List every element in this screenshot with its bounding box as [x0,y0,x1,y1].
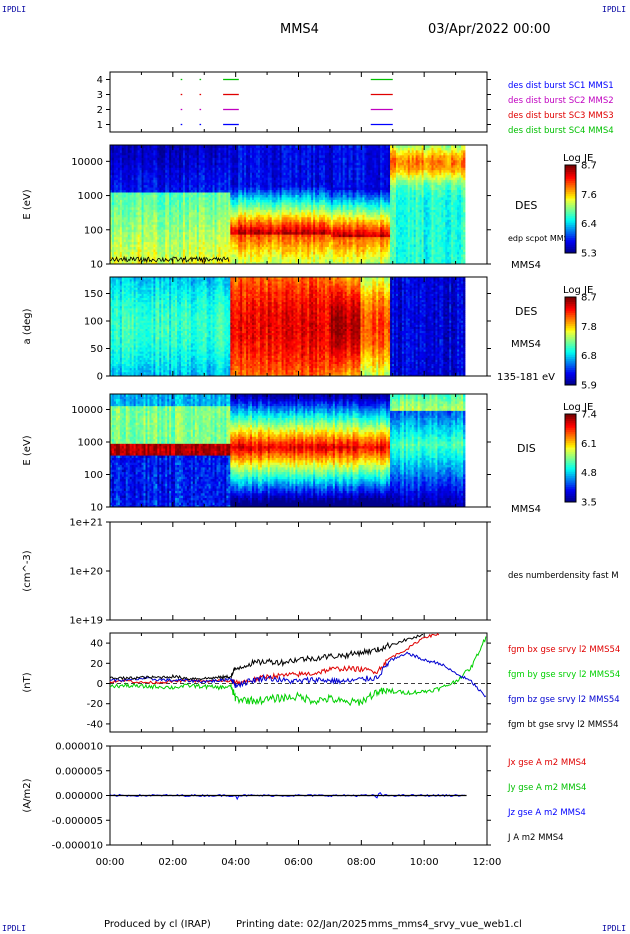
y-tick-label: 3 [97,90,103,101]
burst-legend-entry: des dist burst SC4 MMS4 [508,126,614,136]
burst-legend-entry: des dist burst SC3 MMS3 [508,111,614,121]
y-tick-label: 2 [97,105,103,116]
des-energy-spectrogram [110,145,465,264]
burst-legend-entry: des dist burst SC2 MMS2 [508,96,614,106]
burst-panel-frame [110,72,487,132]
plots-svg: 1 2 3 4 des dist burst SC1 MMS1 des dist burs… [0,0,630,910]
y-tick-label: 4 [97,75,103,86]
burst-legend-entry: des dist burst SC1 MMS1 [508,81,614,91]
y-tick-label: 1 [97,120,103,131]
corner-tag-bottom-left: IPDLI [2,924,26,933]
corner-tag-bottom-right: IPDLI [602,924,626,933]
